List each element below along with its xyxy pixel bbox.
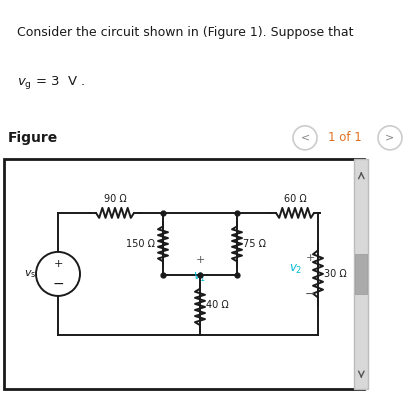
- Text: +: +: [196, 255, 205, 265]
- Text: 1 of 1: 1 of 1: [328, 131, 362, 144]
- Bar: [355, 254, 367, 294]
- Circle shape: [36, 252, 80, 296]
- Text: $\it{v}_{\rm s}$: $\it{v}_{\rm s}$: [24, 268, 36, 280]
- Text: 150 Ω: 150 Ω: [126, 239, 155, 249]
- Text: −: −: [305, 287, 315, 300]
- Text: <: <: [300, 133, 310, 143]
- Text: 90 Ω: 90 Ω: [104, 194, 126, 204]
- Bar: [354, 159, 368, 389]
- Text: +: +: [53, 259, 63, 269]
- Text: $\it{v}_{2}$: $\it{v}_{2}$: [289, 263, 303, 276]
- Text: Consider the circuit shown in (Figure 1). Suppose that: Consider the circuit shown in (Figure 1)…: [17, 26, 353, 39]
- Text: $\it{v}_{1}$: $\it{v}_{1}$: [193, 271, 207, 284]
- Text: Figure: Figure: [8, 131, 58, 145]
- Text: 30 Ω: 30 Ω: [324, 269, 347, 279]
- Text: −: −: [52, 277, 64, 291]
- Text: >: >: [385, 133, 395, 143]
- Text: 60 Ω: 60 Ω: [284, 194, 306, 204]
- Text: $\it{v}_{\rm g}$ = 3  V .: $\it{v}_{\rm g}$ = 3 V .: [17, 74, 85, 91]
- Text: 40 Ω: 40 Ω: [206, 300, 229, 310]
- Text: +: +: [305, 253, 314, 263]
- Text: 75 Ω: 75 Ω: [243, 239, 266, 249]
